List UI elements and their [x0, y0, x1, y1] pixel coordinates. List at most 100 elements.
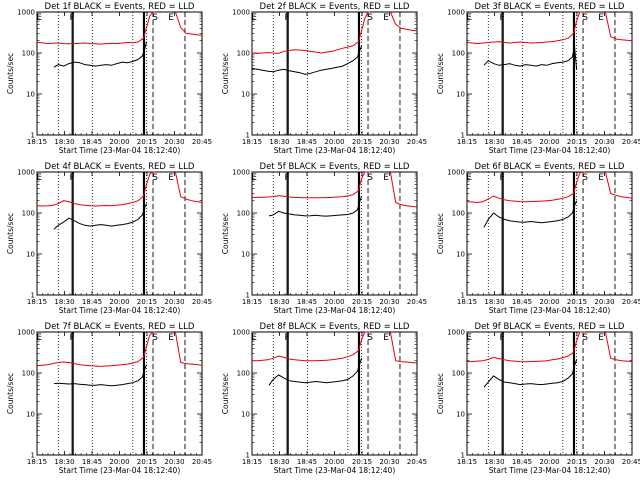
- x-tick-label: 18:30: [269, 138, 289, 146]
- x-tick-label: 20:00: [539, 298, 559, 306]
- panel-title: Det 9f BLACK = Events, RED = LLD: [475, 322, 625, 332]
- flag-marker-e: E: [466, 333, 472, 343]
- x-tick-label: 18:15: [27, 458, 47, 466]
- x-axis-label: Start Time (23-Mar-04 18:12:40): [274, 306, 396, 315]
- y-axis-label: Counts/sec: [6, 213, 15, 254]
- y-tick-label: 1: [31, 452, 35, 460]
- x-tick-label: 18:30: [54, 138, 74, 146]
- y-axis-label: Counts/sec: [436, 213, 445, 254]
- flag-marker-f: F: [285, 13, 290, 23]
- x-tick-label: 20:30: [164, 298, 184, 306]
- panel-det-5: Det 5f BLACK = Events, RED = LLD 1 10 100 10…: [221, 162, 427, 315]
- x-tick-label: 18:15: [242, 458, 262, 466]
- flag-marker-f: F: [500, 13, 505, 23]
- plot-frame: [36, 171, 203, 296]
- y-tick-label: 10: [241, 251, 250, 259]
- y-tick-label: 1000: [17, 169, 35, 177]
- flag-marker-e: E: [466, 173, 472, 183]
- x-tick-label: 20:15: [137, 138, 157, 146]
- x-tick-label: 20:15: [352, 458, 372, 466]
- y-tick-label: 100: [22, 210, 35, 218]
- x-tick-label: 18:45: [297, 138, 317, 146]
- x-tick-label: 20:15: [352, 298, 372, 306]
- flag-marker-e: E: [36, 173, 42, 183]
- series-line-red: [36, 11, 203, 45]
- plot-frame: [466, 171, 633, 296]
- flag-marker-s: S: [152, 13, 158, 23]
- y-tick-label: 1: [246, 452, 250, 460]
- flag-marker-e: E: [168, 173, 174, 183]
- series-line-black: [483, 359, 578, 388]
- x-tick-label: 18:30: [484, 298, 504, 306]
- x-tick-label: 20:15: [567, 298, 587, 306]
- plot-frame: [251, 11, 418, 136]
- x-axis-label: Start Time (23-Mar-04 18:12:40): [59, 146, 181, 155]
- y-tick-label: 1: [461, 132, 465, 140]
- y-tick-label: 10: [26, 251, 35, 259]
- y-tick-label: 10: [26, 411, 35, 419]
- x-tick-label: 18:15: [27, 298, 47, 306]
- x-axis-label: Start Time (23-Mar-04 18:12:40): [489, 146, 611, 155]
- series-line-red: [36, 331, 203, 367]
- x-axis-label: Start Time (23-Mar-04 18:12:40): [274, 466, 396, 475]
- flag-marker-f: F: [285, 173, 290, 183]
- x-tick-label: 20:00: [324, 298, 344, 306]
- y-axis-label: Counts/sec: [6, 373, 15, 414]
- x-tick-label: 20:30: [379, 298, 399, 306]
- y-tick-label: 10: [241, 411, 250, 419]
- x-tick-label: 18:30: [269, 298, 289, 306]
- y-tick-label: 1000: [447, 9, 465, 17]
- series-line-black: [268, 358, 363, 386]
- y-tick-label: 1000: [447, 169, 465, 177]
- panel-det-8: Det 8f BLACK = Events, RED = LLD 1 10 100 10…: [221, 322, 427, 475]
- x-tick-label: 20:15: [567, 138, 587, 146]
- x-tick-label: 18:15: [27, 138, 47, 146]
- y-axis-label: Counts/sec: [436, 373, 445, 414]
- flag-marker-e: E: [36, 333, 42, 343]
- series-line-black: [268, 195, 363, 217]
- y-axis-label: Counts/sec: [6, 53, 15, 94]
- x-tick-label: 18:15: [242, 298, 262, 306]
- x-tick-label: 20:15: [352, 138, 372, 146]
- x-tick-label: 20:15: [137, 458, 157, 466]
- panel-det-3: Det 3f BLACK = Events, RED = LLD 1 10 100 10…: [436, 2, 640, 155]
- flag-marker-s: S: [152, 333, 158, 343]
- x-tick-label: 20:45: [192, 138, 212, 146]
- flag-marker-e: E: [251, 333, 257, 343]
- x-tick-label: 18:45: [512, 458, 532, 466]
- y-tick-label: 1000: [232, 169, 250, 177]
- x-tick-label: 20:00: [324, 138, 344, 146]
- flag-marker-s: S: [582, 173, 588, 183]
- series-line-red: [466, 171, 633, 204]
- x-tick-label: 18:45: [82, 298, 102, 306]
- x-tick-label: 18:15: [457, 138, 477, 146]
- y-tick-label: 1: [461, 292, 465, 300]
- y-axis-label: Counts/sec: [221, 213, 230, 254]
- x-tick-label: 18:15: [457, 458, 477, 466]
- y-tick-label: 100: [237, 50, 250, 58]
- series-line-black: [251, 45, 363, 75]
- y-tick-label: 100: [452, 210, 465, 218]
- panel-title: Det 5f BLACK = Events, RED = LLD: [260, 162, 410, 172]
- series-line-red: [252, 171, 418, 208]
- flag-marker-e: E: [598, 13, 604, 23]
- y-tick-label: 1: [246, 132, 250, 140]
- flag-marker-e: E: [168, 13, 174, 23]
- flag-marker-s: S: [367, 173, 373, 183]
- panel-det-9: Det 9f BLACK = Events, RED = LLD 1 10 100 10…: [436, 322, 640, 475]
- x-tick-label: 18:15: [457, 298, 477, 306]
- x-tick-label: 18:45: [82, 138, 102, 146]
- y-tick-label: 100: [22, 370, 35, 378]
- plot-frame: [36, 11, 203, 136]
- plot-frame: [466, 331, 633, 456]
- y-tick-label: 1: [246, 292, 250, 300]
- flag-marker-s: S: [582, 13, 588, 23]
- x-tick-label: 18:45: [297, 298, 317, 306]
- y-tick-label: 1000: [17, 329, 35, 337]
- y-tick-label: 1000: [232, 329, 250, 337]
- flag-marker-f: F: [70, 173, 75, 183]
- x-tick-label: 20:15: [137, 298, 157, 306]
- y-tick-label: 10: [456, 91, 465, 99]
- panel-title: Det 6f BLACK = Events, RED = LLD: [475, 162, 625, 172]
